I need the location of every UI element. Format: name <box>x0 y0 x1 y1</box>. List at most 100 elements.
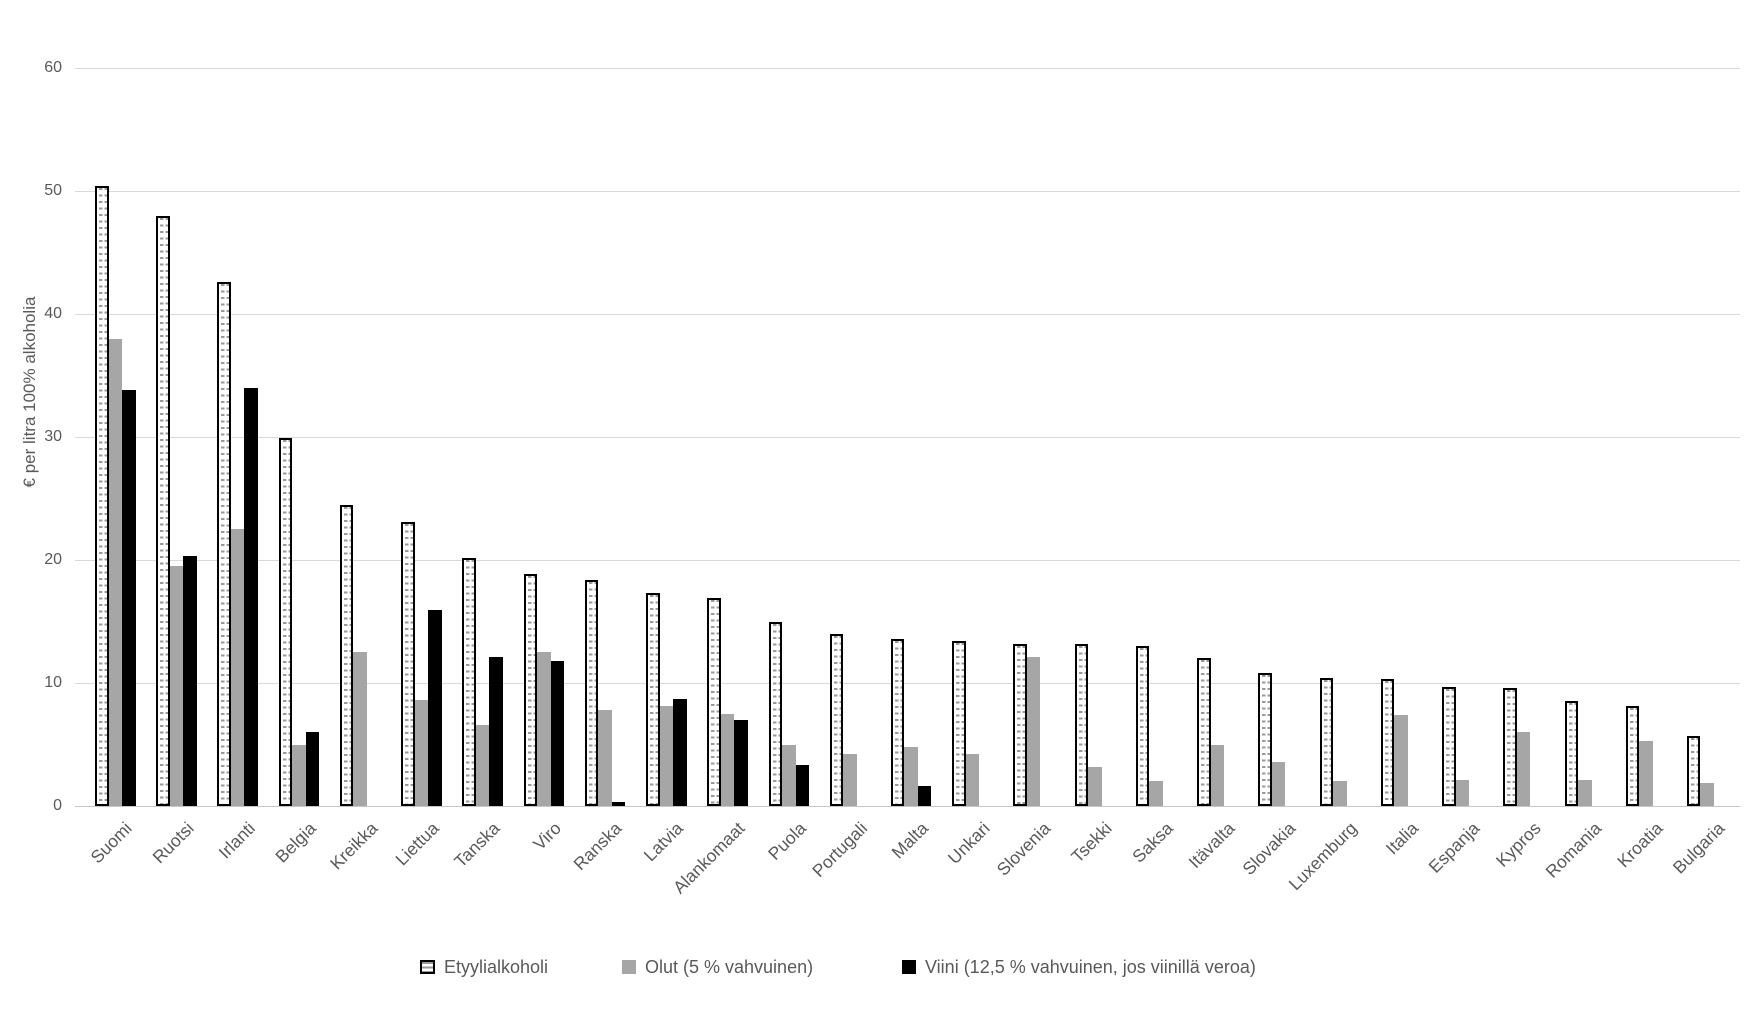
bar-olut-unkari <box>965 754 980 806</box>
bar-olut-portugali <box>843 754 857 806</box>
legend: Etyylialkoholi Olut (5 % vahvuinen) Viini … <box>0 952 1757 992</box>
bar-olut-bulgaria <box>1700 782 1714 806</box>
bar-olut-kroatia <box>1639 740 1653 806</box>
legend-swatch-hatched-white-black-border <box>420 960 435 974</box>
bar-etyylialkoholi-portugali <box>829 633 844 806</box>
bar-olut-saksa <box>1149 781 1163 806</box>
x-axis-label-ruotsi: Ruotsi <box>148 818 198 868</box>
legend-swatch-solid-gray <box>622 960 636 974</box>
bar-viini-ruotsi <box>183 556 197 806</box>
bar-etyylialkoholi-kroatia <box>1625 706 1640 806</box>
bar-etyylialkoholi-itävalta <box>1197 658 1211 806</box>
x-axis-label-slovenia: Slovenia <box>992 818 1055 880</box>
x-axis-label-romania: Romania <box>1541 818 1606 882</box>
x-axis-label-liettua: Liettua <box>390 818 443 870</box>
legend-item-viini: Viini (12,5 % vahvuinen, jos viinillä ve… <box>902 952 1256 982</box>
bar-etyylialkoholi-luxemburg <box>1319 678 1334 806</box>
bar-etyylialkoholi-belgia <box>278 438 293 806</box>
bar-viini-tanska <box>489 657 503 806</box>
y-tick-label-40: 40 <box>44 305 62 322</box>
bar-etyylialkoholi-ruotsi <box>156 215 170 806</box>
bar-etyylialkoholi-bulgaria <box>1686 735 1701 806</box>
bar-olut-espanja <box>1455 780 1470 806</box>
bar-etyylialkoholi-malta <box>890 638 905 806</box>
x-axis-label-irlanti: Irlanti <box>214 818 259 863</box>
y-tick-label-60: 60 <box>44 59 62 76</box>
y-tick-label-10: 10 <box>44 674 62 691</box>
bar-etyylialkoholi-romania <box>1564 701 1579 806</box>
bar-olut-malta <box>904 746 918 806</box>
gridline-40 <box>75 314 1740 315</box>
bar-olut-suomi <box>108 338 122 806</box>
x-axis-label-belgia: Belgia <box>271 818 320 867</box>
bar-olut-irlanti <box>230 529 245 806</box>
bar-olut-ranska <box>598 710 612 806</box>
bar-olut-luxemburg <box>1333 781 1347 806</box>
bar-etyylialkoholi-slovakia <box>1258 673 1272 806</box>
x-axis-label-kreikka: Kreikka <box>325 818 382 874</box>
bar-olut-puola <box>782 744 796 806</box>
y-tick-label-30: 30 <box>44 428 62 445</box>
bar-etyylialkoholi-kreikka <box>339 504 354 806</box>
legend-label: Olut (5 % vahvuinen) <box>645 956 814 977</box>
bar-olut-liettua <box>414 700 429 806</box>
bar-olut-ruotsi <box>169 566 184 806</box>
gridline-30 <box>75 437 1740 438</box>
x-axis-label-kroatia: Kroatia <box>1613 818 1667 872</box>
gridline-60 <box>75 68 1740 69</box>
y-tick-label-20: 20 <box>44 551 62 568</box>
bar-olut-slovakia <box>1271 761 1286 806</box>
bar-viini-irlanti <box>244 387 258 806</box>
bar-olut-slovenia <box>1026 657 1041 806</box>
x-axis-label-slovakia: Slovakia <box>1238 818 1300 879</box>
gridline-50 <box>75 191 1740 192</box>
legend-item-etyylialkoholi: Etyylialkoholi <box>420 952 548 982</box>
legend-label: Etyylialkoholi <box>444 956 549 977</box>
x-axis-label-tanska: Tanska <box>450 818 504 872</box>
bar-olut-kreikka <box>353 652 367 806</box>
bar-etyylialkoholi-kypros <box>1503 687 1517 806</box>
gridline-0 <box>75 806 1740 807</box>
legend-label: Viini (12,5 % vahvuinen, jos viinillä ve… <box>925 956 1256 977</box>
bar-olut-latvia <box>659 706 674 806</box>
bar-olut-alankomaat <box>720 713 735 806</box>
x-axis-label-itävalta: Itävalta <box>1184 818 1239 873</box>
bar-viini-ranska <box>611 802 626 806</box>
bar-viini-malta <box>917 786 932 806</box>
bar-etyylialkoholi-unkari <box>952 641 966 806</box>
x-axis-label-tsekki: Tsekki <box>1067 818 1116 867</box>
y-tick-label-50: 50 <box>44 182 62 199</box>
bar-olut-tanska <box>475 724 490 806</box>
x-axis-label-espanja: Espanja <box>1424 818 1484 877</box>
gridline-10 <box>75 683 1740 684</box>
x-axis-label-latvia: Latvia <box>640 818 688 866</box>
bar-viini-puola <box>795 765 810 806</box>
bar-etyylialkoholi-ranska <box>584 579 599 806</box>
bar-viini-latvia <box>673 698 687 806</box>
bar-viini-liettua <box>428 610 442 806</box>
x-axis-label-portugali: Portugali <box>807 818 871 881</box>
bar-olut-romania <box>1578 780 1592 806</box>
bar-olut-itävalta <box>1210 744 1225 806</box>
x-axis-label-italia: Italia <box>1381 818 1422 859</box>
x-axis-label-saksa: Saksa <box>1128 818 1178 867</box>
gridline-20 <box>75 560 1740 561</box>
bar-etyylialkoholi-italia <box>1380 679 1395 806</box>
legend-item-olut: Olut (5 % vahvuinen) <box>622 952 813 982</box>
bar-olut-kypros <box>1516 732 1531 806</box>
legend-swatch-solid-black <box>902 960 916 974</box>
bar-etyylialkoholi-liettua <box>401 521 415 806</box>
bar-etyylialkoholi-suomi <box>95 186 109 806</box>
x-axis-label-ranska: Ranska <box>569 818 626 875</box>
bar-olut-viro <box>537 652 551 806</box>
x-axis-label-malta: Malta <box>887 818 933 863</box>
x-axis-label-viro: Viro <box>528 818 565 854</box>
bar-etyylialkoholi-irlanti <box>217 282 231 806</box>
bar-etyylialkoholi-tsekki <box>1074 643 1089 806</box>
bar-viini-belgia <box>305 732 320 806</box>
bar-etyylialkoholi-viro <box>523 573 538 806</box>
bar-viini-viro <box>550 660 565 806</box>
x-axis-label-unkari: Unkari <box>943 818 994 868</box>
bar-etyylialkoholi-latvia <box>646 593 660 806</box>
